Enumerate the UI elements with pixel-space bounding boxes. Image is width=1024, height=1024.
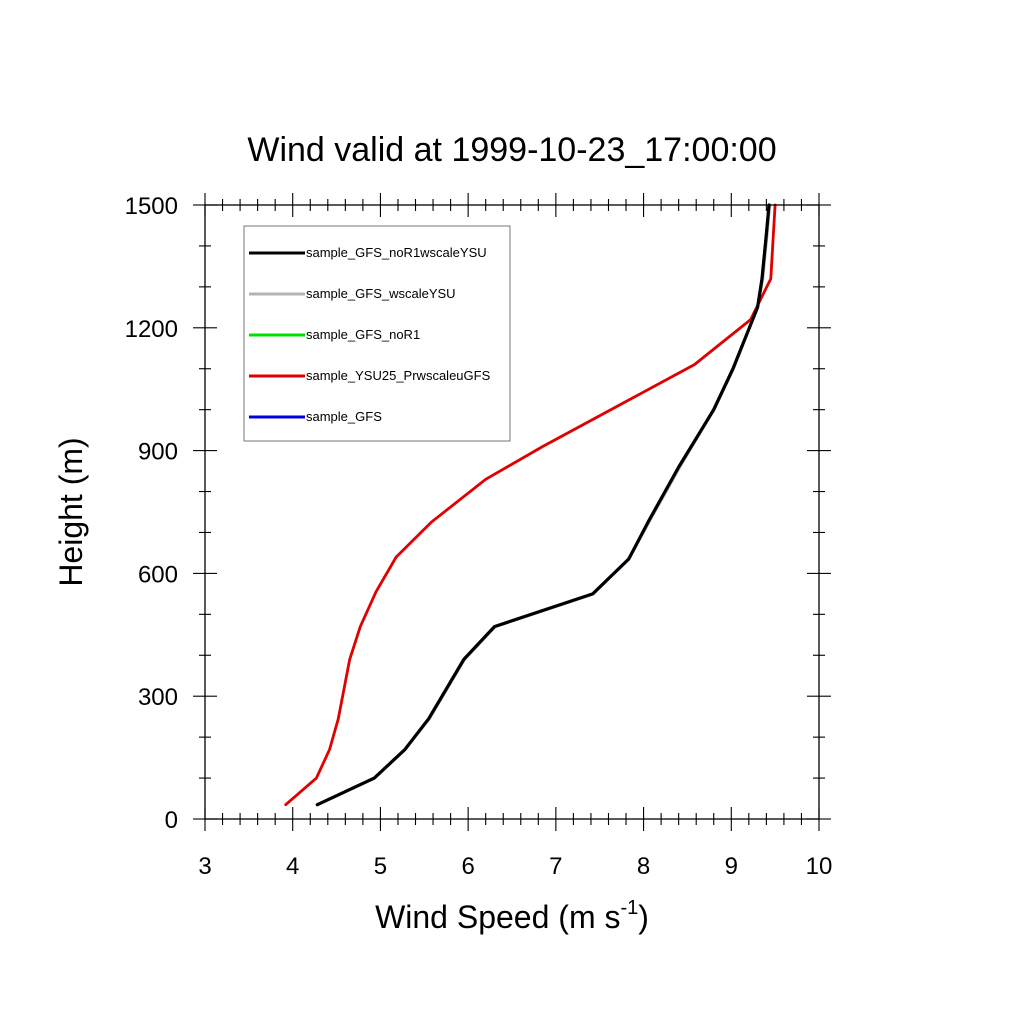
- plot-frame: [204, 204, 820, 820]
- x-tick-label: 6: [461, 853, 474, 880]
- x-axis-label-main: Wind Speed (m s: [375, 899, 620, 935]
- x-tick-labels: 3 4 5 6 7 8 9 10: [198, 853, 832, 880]
- legend-label: sample_GFS: [306, 409, 382, 424]
- y-tick-label: 300: [138, 684, 178, 711]
- x-tick-label: 5: [374, 853, 387, 880]
- x-tick-label: 3: [198, 853, 211, 880]
- plot-series: [284, 203, 777, 807]
- x-tick-label: 7: [549, 853, 562, 880]
- y-tick-labels: 0 300 600 900 1200 1500: [125, 193, 178, 834]
- y-tick-label: 900: [138, 439, 178, 466]
- y-tick-label: 600: [138, 561, 178, 588]
- legend-items: sample_GFS_noR1wscaleYSU sample_GFS_wscal…: [249, 245, 491, 424]
- x-axis-label-superscript: -1: [620, 897, 638, 919]
- legend-label: sample_GFS_noR1wscaleYSU: [306, 245, 487, 260]
- series-line-sample_YSU25_PrwscaleuGFS: [284, 203, 777, 807]
- legend: sample_GFS_noR1wscaleYSU sample_GFS_wscal…: [243, 225, 511, 442]
- legend-label: sample_GFS_wscaleYSU: [306, 286, 456, 301]
- x-tick-label: 9: [725, 853, 738, 880]
- y-tick-label: 0: [165, 807, 178, 834]
- legend-label: sample_GFS_noR1: [306, 327, 420, 342]
- series-line-sample_GFS_noR1wscaleYSU: [315, 203, 771, 807]
- x-tick-label: 8: [637, 853, 650, 880]
- y-tick-label: 1500: [125, 193, 178, 220]
- x-axis-label: Wind Speed (m s-1): [375, 897, 649, 935]
- y-tick-label: 1200: [125, 316, 178, 343]
- chart-title: Wind valid at 1999-10-23_17:00:00: [247, 131, 776, 169]
- legend-label: sample_YSU25_PrwscaleuGFS: [306, 368, 491, 383]
- x-tick-label: 10: [806, 853, 833, 880]
- y-axis-label: Height (m): [53, 437, 89, 586]
- axis-ticks: [193, 193, 831, 831]
- x-tick-label: 4: [286, 853, 299, 880]
- x-axis-label-end: ): [638, 899, 649, 935]
